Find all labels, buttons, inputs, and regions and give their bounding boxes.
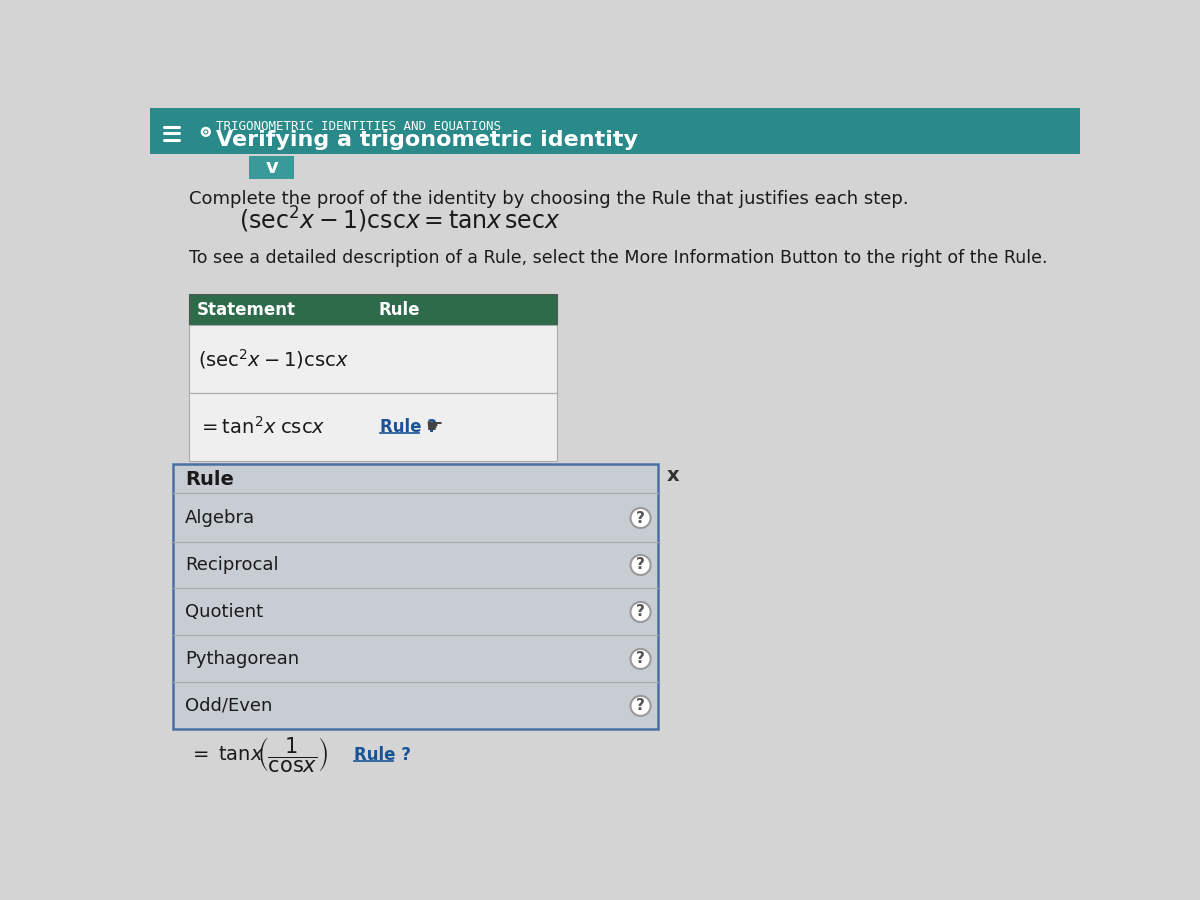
Text: Algebra: Algebra [185,509,256,527]
Text: $= \mathrm{tan}^2 x\;\mathrm{csc}x$: $= \mathrm{tan}^2 x\;\mathrm{csc}x$ [198,416,325,437]
Text: Rule ?: Rule ? [380,418,437,436]
Text: Rule ?: Rule ? [354,746,410,764]
Text: ?: ? [636,652,646,666]
Text: Statement: Statement [197,301,295,319]
Text: Verifying a trigonometric identity: Verifying a trigonometric identity [216,130,638,149]
Text: TRIGONOMETRIC IDENTITIES AND EQUATIONS: TRIGONOMETRIC IDENTITIES AND EQUATIONS [216,120,500,133]
Text: x: x [667,466,679,485]
Circle shape [204,130,208,133]
Circle shape [630,508,650,528]
FancyBboxPatch shape [173,464,658,729]
FancyBboxPatch shape [250,156,294,179]
Text: ?: ? [636,605,646,619]
Text: To see a detailed description of a Rule, select the More Information Button to t: To see a detailed description of a Rule,… [188,249,1048,267]
Text: $\left(\mathrm{sec}^2 x - 1\right)\mathrm{csc}x$: $\left(\mathrm{sec}^2 x - 1\right)\mathr… [198,347,349,371]
Text: ?: ? [636,510,646,526]
Text: Rule: Rule [379,301,420,319]
Text: ?: ? [636,557,646,572]
Circle shape [630,649,650,669]
Text: Pythagorean: Pythagorean [185,650,299,668]
Text: Reciprocal: Reciprocal [185,556,278,574]
Text: $\left(\dfrac{1}{\mathrm{cos}x}\right)$: $\left(\dfrac{1}{\mathrm{cos}x}\right)$ [257,735,329,774]
Text: Rule: Rule [185,470,234,489]
Text: $= \;\mathrm{tan}x$: $= \;\mathrm{tan}x$ [188,745,264,764]
Circle shape [630,696,650,716]
Text: Complete the proof of the identity by choosing the Rule that justifies each step: Complete the proof of the identity by ch… [188,191,908,209]
Circle shape [630,602,650,622]
Text: Quotient: Quotient [185,603,263,621]
Text: ?: ? [636,698,646,714]
FancyBboxPatch shape [188,393,557,461]
FancyBboxPatch shape [188,325,557,393]
Text: v: v [265,158,278,176]
Circle shape [630,555,650,575]
Text: ☛: ☛ [425,418,443,436]
FancyBboxPatch shape [150,108,1080,154]
Text: Odd/Even: Odd/Even [185,697,272,715]
Text: $\left(\mathrm{sec}^2x-1\right)\mathrm{csc}x = \mathrm{tan}x\,\mathrm{sec}x$: $\left(\mathrm{sec}^2x-1\right)\mathrm{c… [239,204,560,235]
FancyBboxPatch shape [188,294,557,325]
